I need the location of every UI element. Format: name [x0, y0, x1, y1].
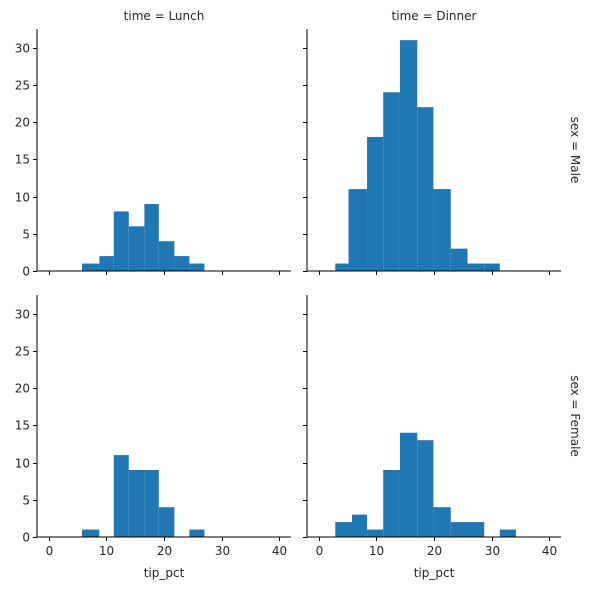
histogram-bar	[484, 263, 500, 271]
y-tick-label: 20	[15, 116, 30, 130]
x-tick-label: 20	[427, 544, 442, 558]
x-axis-label: tip_pct	[144, 566, 185, 580]
histogram-bar	[128, 226, 145, 271]
histogram-bar	[367, 529, 384, 537]
x-tick-label: 40	[542, 544, 557, 558]
x-tick-label: 30	[485, 544, 500, 558]
histogram-bar	[383, 469, 400, 537]
y-tick-label: 30	[15, 308, 30, 322]
histogram-bar	[450, 522, 468, 537]
histogram-bar	[367, 136, 384, 271]
histogram-bar	[335, 263, 349, 271]
histogram-bar	[82, 263, 100, 271]
histogram-bar	[99, 256, 114, 271]
y-tick-label: 5	[22, 494, 30, 508]
histogram-bar	[158, 507, 175, 537]
y-tick-label: 25	[15, 345, 30, 359]
x-tick-label: 10	[99, 544, 114, 558]
histogram-bar	[348, 189, 368, 271]
x-tick-label: 0	[316, 544, 324, 558]
y-tick-label: 5	[22, 228, 30, 242]
histogram-bar	[144, 203, 159, 271]
y-tick-label: 25	[15, 79, 30, 93]
histogram-bar	[174, 256, 190, 271]
histogram-bar	[352, 514, 368, 537]
y-tick-label: 10	[15, 457, 30, 471]
y-tick-label: 0	[22, 531, 30, 545]
column-title: time = Dinner	[392, 9, 477, 23]
x-tick-label: 20	[157, 544, 172, 558]
y-tick-label: 15	[15, 153, 30, 167]
row-title: sex = Male	[568, 117, 582, 184]
histogram-bar	[433, 507, 451, 537]
histogram-bar	[399, 432, 418, 537]
histogram-bar	[450, 248, 468, 271]
y-tick-label: 30	[15, 42, 30, 56]
histogram-bar	[467, 263, 485, 271]
row-title: sex = Female	[568, 375, 582, 457]
y-tick-label: 0	[22, 265, 30, 279]
histogram-bar	[417, 107, 434, 271]
x-tick-label: 40	[272, 544, 287, 558]
x-tick-label: 30	[215, 544, 230, 558]
histogram-bar	[499, 529, 516, 537]
histogram-bar	[144, 469, 159, 537]
histogram-bar	[113, 455, 129, 537]
histogram-bar	[335, 522, 353, 537]
histogram-bar	[467, 522, 485, 537]
y-tick-label: 20	[15, 382, 30, 396]
histogram-bar	[399, 40, 418, 271]
y-tick-label: 15	[15, 419, 30, 433]
histogram-bar	[189, 529, 205, 537]
x-tick-label: 10	[369, 544, 384, 558]
histogram-bar	[417, 440, 434, 537]
histogram-bar	[158, 241, 175, 271]
histogram-bar	[82, 529, 100, 537]
histogram-bar	[113, 211, 129, 271]
column-title: time = Lunch	[124, 9, 205, 23]
y-tick-label: 10	[15, 191, 30, 205]
histogram-bar	[383, 92, 400, 272]
x-axis-label: tip_pct	[414, 566, 455, 580]
x-tick-label: 0	[46, 544, 54, 558]
histogram-bar	[189, 263, 205, 271]
histogram-bar	[128, 469, 145, 537]
histogram-bar	[433, 189, 451, 271]
